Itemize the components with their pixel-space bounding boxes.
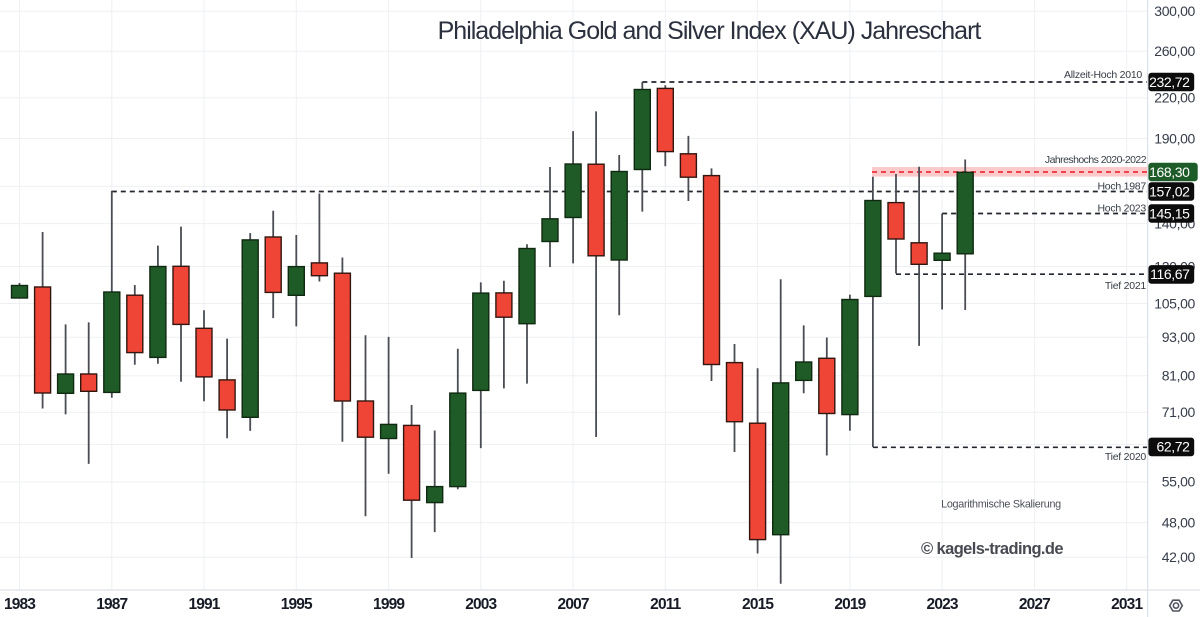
- svg-text:2007: 2007: [558, 596, 589, 613]
- svg-text:71,00: 71,00: [1162, 404, 1196, 420]
- svg-text:2019: 2019: [834, 596, 866, 613]
- svg-text:145,15: 145,15: [1149, 205, 1190, 221]
- svg-text:Tief 2021: Tief 2021: [1105, 280, 1147, 292]
- svg-text:1987: 1987: [96, 596, 127, 613]
- svg-text:2031: 2031: [1111, 596, 1143, 613]
- svg-text:2011: 2011: [650, 596, 681, 613]
- svg-text:2023: 2023: [927, 596, 959, 613]
- svg-text:Philadelphia Gold and Silver I: Philadelphia Gold and Silver Index (XAU)…: [438, 17, 982, 45]
- svg-text:116,67: 116,67: [1150, 266, 1190, 282]
- svg-text:Logarithmische Skalierung: Logarithmische Skalierung: [941, 499, 1061, 511]
- svg-text:157,02: 157,02: [1149, 183, 1190, 199]
- svg-text:2003: 2003: [465, 596, 497, 613]
- svg-text:Hoch 1987: Hoch 1987: [1097, 181, 1146, 193]
- svg-text:81,00: 81,00: [1162, 368, 1196, 384]
- svg-text:1991: 1991: [188, 596, 220, 613]
- svg-text:62,72: 62,72: [1156, 439, 1190, 455]
- svg-text:42,00: 42,00: [1162, 549, 1196, 565]
- svg-text:1995: 1995: [281, 596, 313, 613]
- svg-text:55,00: 55,00: [1162, 474, 1196, 490]
- svg-text:Jahreshochs 2020-2022: Jahreshochs 2020-2022: [1045, 154, 1147, 166]
- svg-text:Hoch 2023: Hoch 2023: [1097, 203, 1146, 215]
- svg-text:© kagels-trading.de: © kagels-trading.de: [921, 540, 1063, 558]
- svg-text:105,00: 105,00: [1154, 295, 1195, 311]
- svg-text:Tief 2020: Tief 2020: [1105, 451, 1147, 463]
- svg-text:300,00: 300,00: [1154, 3, 1195, 19]
- svg-text:190,00: 190,00: [1154, 130, 1195, 146]
- svg-text:1983: 1983: [4, 596, 36, 613]
- svg-text:2015: 2015: [742, 596, 774, 613]
- svg-text:260,00: 260,00: [1154, 43, 1195, 59]
- svg-text:48,00: 48,00: [1162, 514, 1196, 530]
- svg-text:Allzeit-Hoch 2010: Allzeit-Hoch 2010: [1064, 69, 1142, 81]
- svg-text:2027: 2027: [1019, 596, 1050, 613]
- svg-text:1999: 1999: [373, 596, 405, 613]
- svg-text:220,00: 220,00: [1154, 90, 1195, 106]
- svg-text:168,30: 168,30: [1149, 164, 1190, 180]
- svg-text:232,72: 232,72: [1149, 74, 1190, 90]
- svg-text:93,00: 93,00: [1162, 329, 1196, 345]
